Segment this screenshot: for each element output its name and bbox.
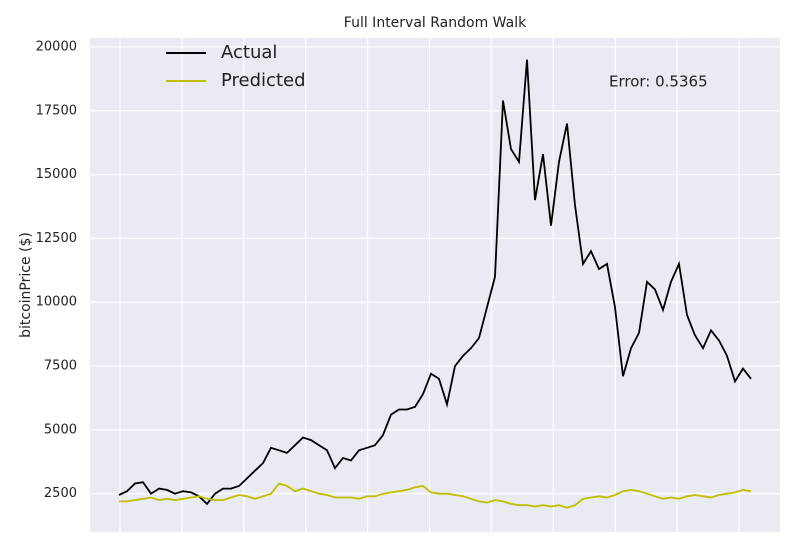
x-grid: [119, 38, 740, 532]
line-series: [119, 482, 752, 509]
legend-label: Actual: [221, 42, 277, 63]
y-axis-label: bitcoinPrice ($): [18, 232, 34, 338]
y-tick-label: 2500: [44, 486, 77, 501]
legend-label: Predicted: [221, 70, 306, 91]
y-tick-label: 7500: [44, 359, 77, 374]
y-tick-label: 10000: [36, 295, 77, 310]
y-tick-label: 5000: [44, 422, 77, 437]
y-tick-label: 15000: [36, 167, 77, 182]
annotation: Error: 0.5365: [609, 73, 708, 91]
y-tick-label: 12500: [36, 231, 77, 246]
chart-title: Full Interval Random Walk: [344, 15, 527, 31]
y-tick-label: 17500: [36, 103, 77, 118]
y-tick-label: 20000: [36, 39, 77, 54]
plot-area: [90, 38, 780, 532]
line-series: [118, 59, 752, 506]
